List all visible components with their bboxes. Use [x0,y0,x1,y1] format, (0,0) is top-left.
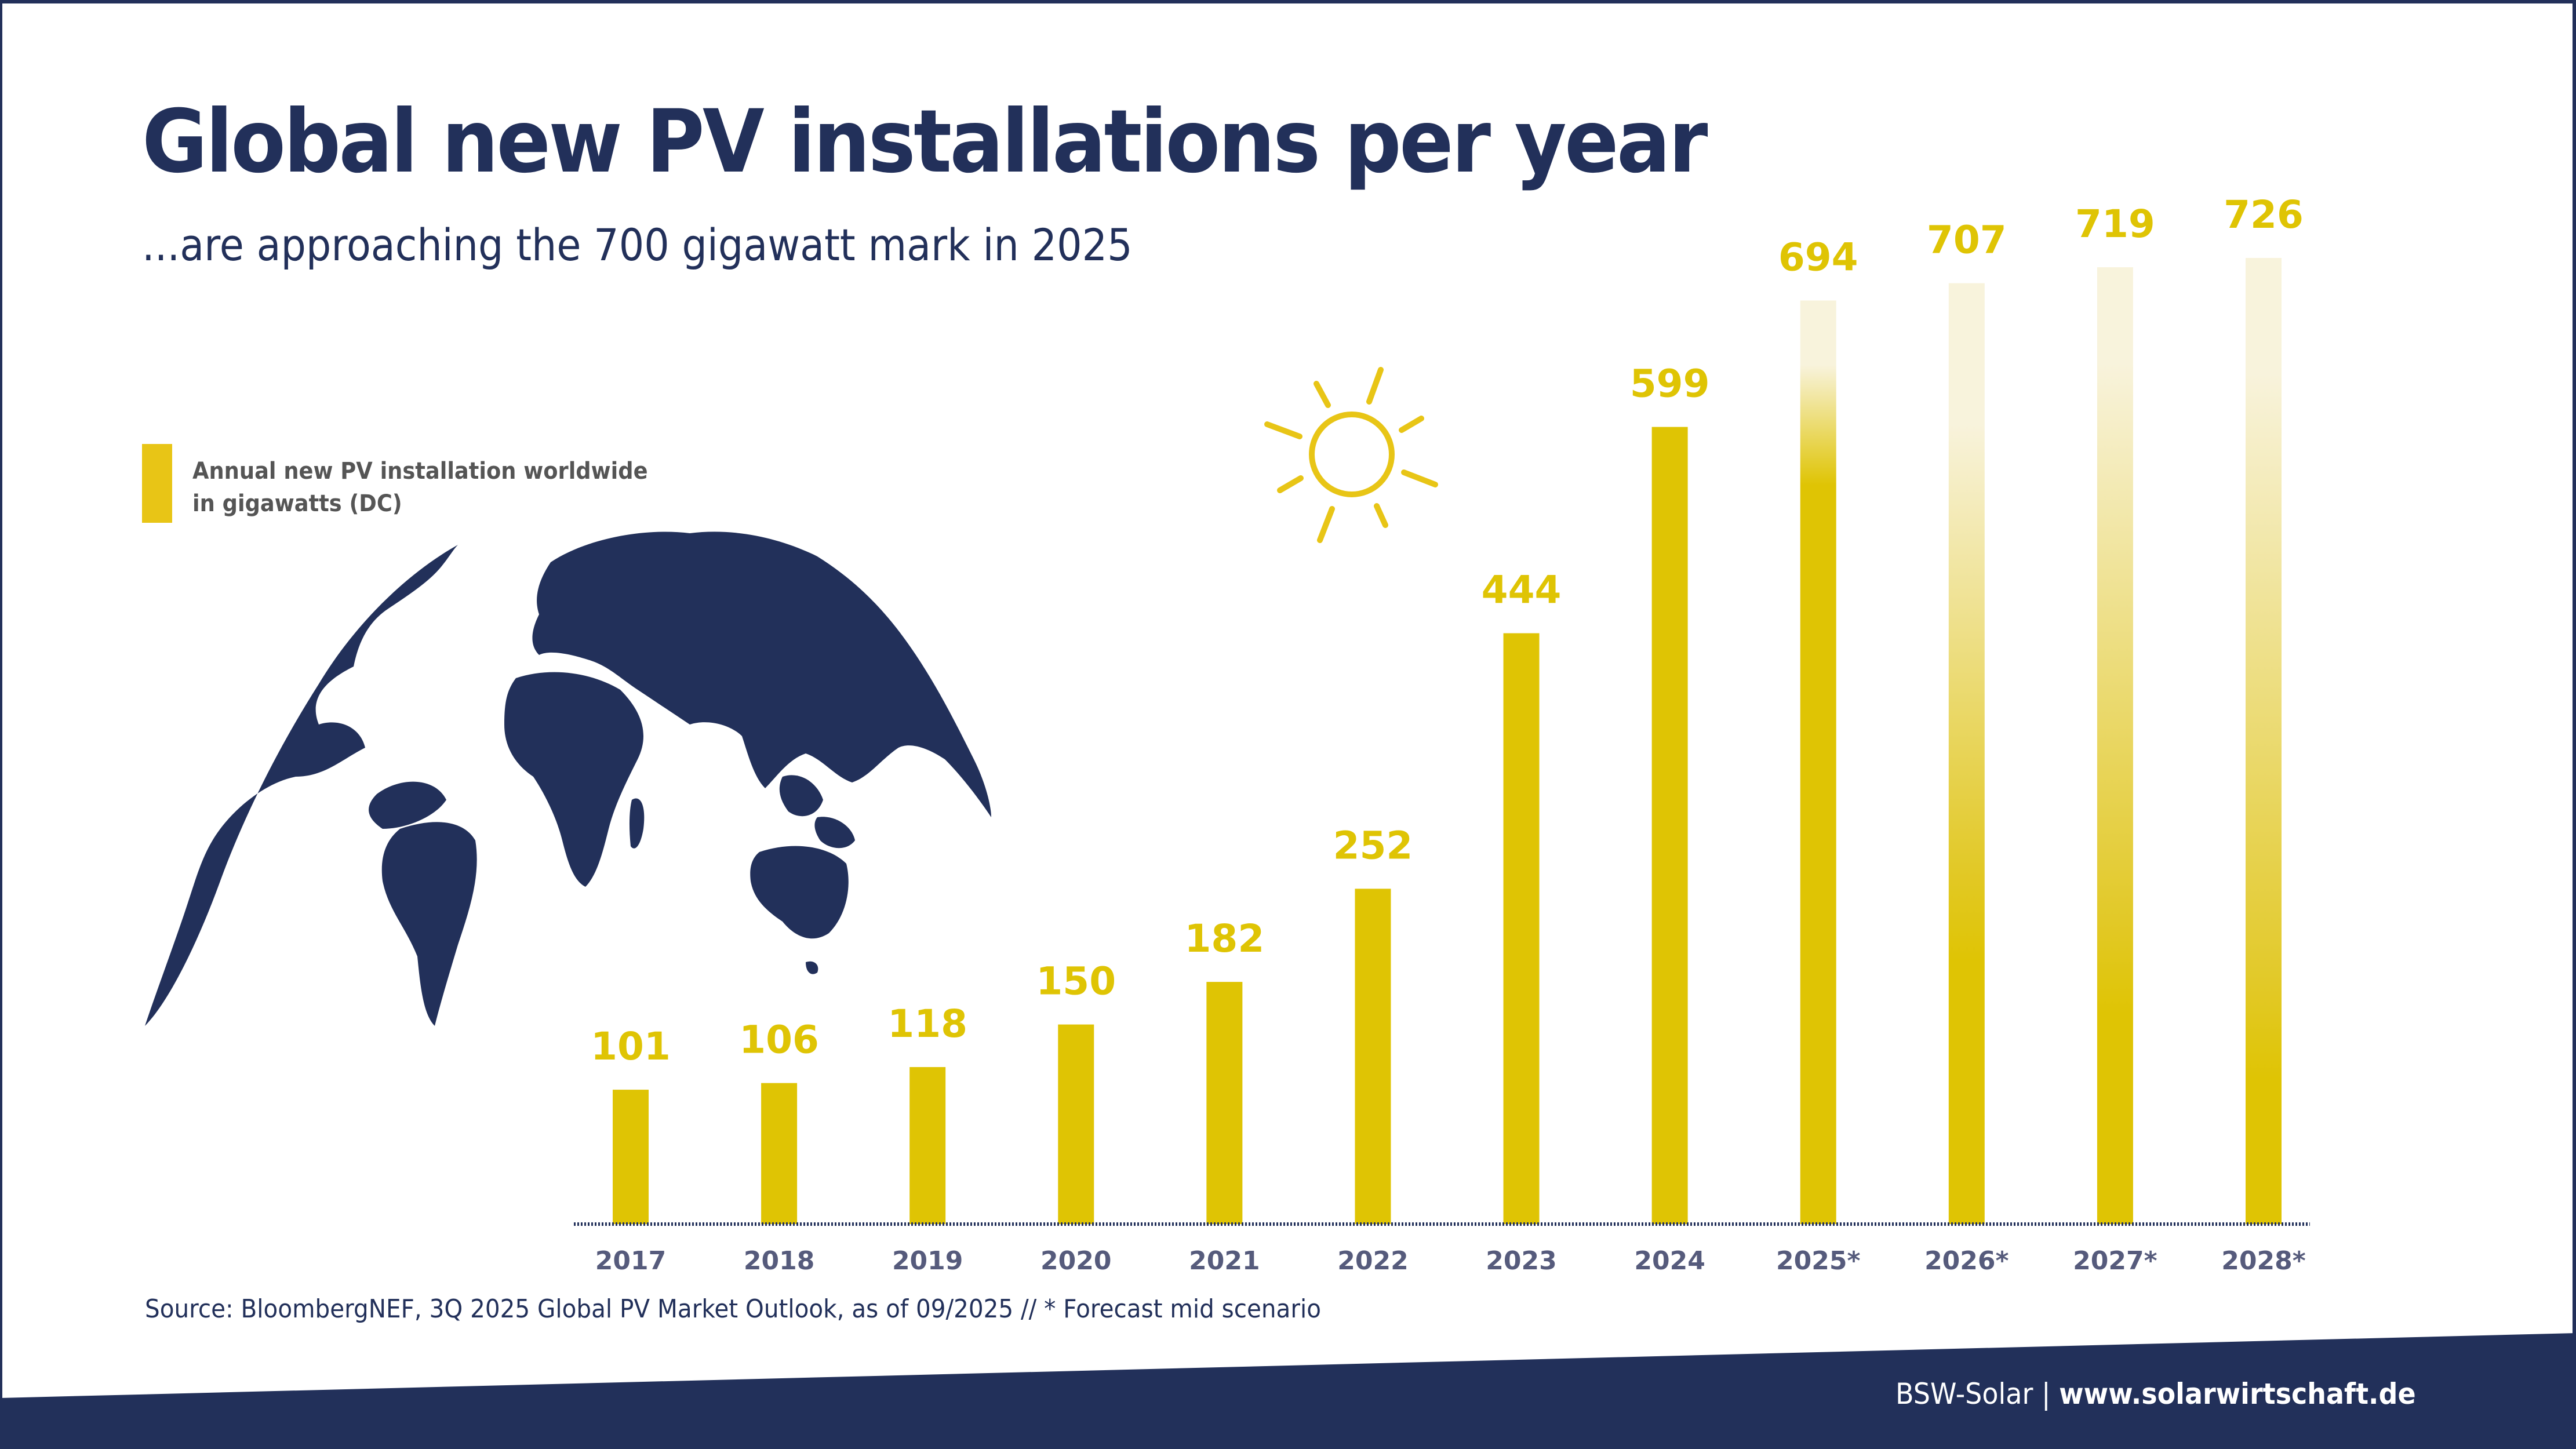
x-tick-label: 2017 [595,1246,666,1276]
bar-2027-forecast [2097,267,2133,1224]
continent-africa [504,672,643,887]
value-label: 106 [739,1018,819,1062]
continent-australia [750,846,849,939]
source-note: Source: BloombergNEF, 3Q 2025 Global PV … [145,1294,1322,1324]
x-tick-label: 2019 [892,1246,963,1276]
footer-band [0,1333,2576,1449]
x-tick-label: 2023 [1486,1246,1556,1276]
sun-icon [1264,367,1438,543]
x-tick-label: 2027* [2073,1246,2157,1276]
continent-eurasia [532,531,991,817]
bar-2023 [1503,633,1540,1224]
value-label: 182 [1184,916,1264,961]
x-tick-label: 2021 [1189,1246,1260,1276]
continent-north-america [145,545,458,1026]
value-label: 707 [1927,218,2007,263]
x-tick-label: 2024 [1634,1246,1705,1276]
footer-separator: | [2042,1377,2051,1411]
continent-south-america [381,822,477,1026]
x-tick-label: 2022 [1337,1246,1408,1276]
value-label: 726 [2224,192,2304,237]
bar-2018 [761,1083,798,1224]
value-label: 150 [1036,959,1116,1004]
value-label: 599 [1630,362,1710,406]
legend-label: Annual new PV installation worldwide in … [192,455,648,520]
legend-swatch [142,444,172,523]
footer-credit: BSW-Solar | www.solarwirtschaft.de [1895,1379,2416,1408]
x-tick-label: 2026* [1924,1246,2009,1276]
x-tick-label: 2020 [1040,1246,1111,1276]
value-label: 694 [1778,235,1858,279]
bar-2019 [909,1067,946,1224]
chart-title: Global new PV installations per year [142,92,1708,192]
value-label: 252 [1333,823,1413,868]
x-tick-label: 2028* [2221,1246,2305,1276]
bar-2020 [1058,1024,1094,1224]
footer-url-link[interactable]: www.solarwirtschaft.de [2059,1377,2416,1411]
bar-2022 [1355,889,1391,1224]
bar-2021 [1206,982,1243,1224]
footer-brand: BSW-Solar [1895,1377,2033,1411]
bar-2028-forecast [2246,258,2282,1224]
bar-2017 [613,1090,649,1224]
globe-icon [145,531,991,1026]
value-label: 444 [1482,568,1562,613]
value-label: 719 [2075,202,2155,246]
x-tick-label: 2018 [744,1246,814,1276]
chart-subtitle: ...are approaching the 700 gigawatt mark… [142,219,1133,271]
bar-2025-forecast [1800,300,1836,1224]
legend-label-line1: Annual new PV installation worldwide [192,458,648,485]
bar-chart: 101 106 118 150 182 252 444 599 694 707 719 726 201… [574,192,2310,1276]
value-label: 101 [591,1024,671,1069]
bar-2024 [1651,427,1688,1225]
value-label: 118 [887,1002,967,1046]
legend-label-line2: in gigawatts (DC) [192,490,402,517]
x-tick-label: 2025* [1776,1246,1860,1276]
bar-2026-forecast [1948,283,1985,1224]
